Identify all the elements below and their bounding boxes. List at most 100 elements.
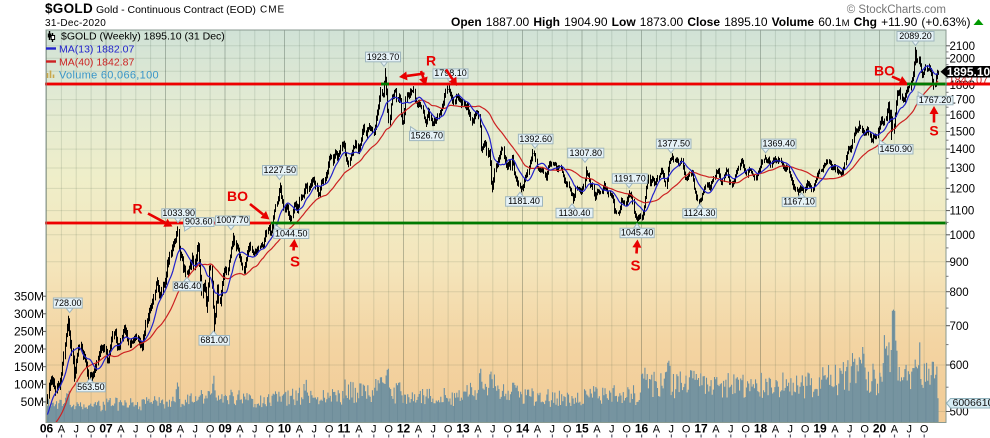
svg-text:31-Dec-2020: 31-Dec-2020 — [45, 18, 106, 29]
svg-text:O: O — [563, 424, 572, 436]
svg-text:17: 17 — [694, 422, 708, 436]
svg-text:R: R — [426, 53, 436, 69]
svg-text:563.50: 563.50 — [77, 382, 105, 392]
svg-text:16: 16 — [635, 422, 649, 436]
svg-text:1300: 1300 — [950, 163, 976, 175]
svg-text:1500: 1500 — [950, 127, 976, 139]
svg-text:O: O — [503, 424, 512, 436]
svg-text:A: A — [653, 424, 661, 436]
svg-text:R: R — [132, 201, 142, 217]
svg-text:1400: 1400 — [950, 144, 976, 156]
svg-text:728.00: 728.00 — [54, 298, 82, 308]
svg-text:1200: 1200 — [950, 184, 976, 196]
svg-text:11: 11 — [338, 422, 351, 436]
svg-text:A: A — [772, 424, 780, 436]
svg-text:13: 13 — [456, 422, 470, 436]
svg-text:1767.20: 1767.20 — [919, 95, 952, 105]
svg-text:14: 14 — [516, 422, 530, 436]
svg-text:1191.70: 1191.70 — [614, 173, 646, 183]
svg-text:Open 1887.00 High 1904.90 Low: Open 1887.00 High 1904.90 Low 1873.00 Cl… — [451, 15, 970, 29]
svg-text:S: S — [929, 123, 938, 139]
svg-text:O: O — [265, 424, 274, 436]
svg-text:A: A — [474, 424, 482, 436]
svg-text:A: A — [58, 424, 66, 436]
svg-text:1124.30: 1124.30 — [684, 208, 716, 218]
svg-text:1033.90: 1033.90 — [162, 208, 195, 218]
svg-text:1600: 1600 — [950, 110, 976, 122]
svg-text:1100: 1100 — [950, 206, 975, 218]
svg-text:BO: BO — [227, 188, 248, 204]
svg-text:60066100: 60066100 — [953, 397, 990, 409]
svg-text:J: J — [73, 424, 79, 436]
svg-text:A: A — [831, 424, 839, 436]
svg-text:O: O — [384, 424, 393, 436]
svg-text:10: 10 — [278, 422, 292, 436]
svg-text:150M: 150M — [14, 360, 44, 374]
svg-text:300M: 300M — [14, 307, 44, 321]
svg-text:1392.60: 1392.60 — [519, 134, 552, 144]
svg-text:846.40: 846.40 — [174, 281, 202, 291]
svg-text:1377.50: 1377.50 — [657, 138, 690, 148]
svg-text:1000: 1000 — [950, 230, 976, 242]
svg-text:J: J — [192, 424, 198, 436]
svg-text:A: A — [296, 424, 304, 436]
svg-text:J: J — [549, 424, 555, 436]
svg-text:1526.70: 1526.70 — [411, 131, 444, 141]
svg-text:Gold - Continuous Contract (EO: Gold - Continuous Contract (EOD) — [96, 4, 256, 16]
svg-text:900: 900 — [950, 257, 969, 269]
svg-text:O: O — [622, 424, 631, 436]
svg-text:350M: 350M — [14, 289, 44, 303]
svg-text:903.60: 903.60 — [185, 217, 213, 227]
svg-text:19: 19 — [813, 422, 827, 436]
svg-text:J: J — [311, 424, 317, 436]
svg-text:1700: 1700 — [950, 95, 976, 107]
svg-text:A: A — [355, 424, 363, 436]
svg-text:1044.50: 1044.50 — [275, 229, 308, 239]
svg-text:A: A — [236, 424, 244, 436]
svg-text:1167.10: 1167.10 — [783, 197, 815, 207]
svg-text:J: J — [906, 424, 912, 436]
svg-text:A: A — [712, 424, 720, 436]
svg-text:200M: 200M — [14, 342, 44, 356]
svg-text:1007.70: 1007.70 — [216, 215, 249, 225]
svg-text:O: O — [741, 424, 750, 436]
svg-text:1307.80: 1307.80 — [570, 148, 603, 158]
svg-text:S: S — [290, 254, 300, 271]
svg-text:BO: BO — [874, 63, 895, 79]
svg-text:O: O — [860, 424, 869, 436]
svg-text:1227.50: 1227.50 — [264, 165, 297, 175]
svg-text:A: A — [177, 424, 185, 436]
svg-text:A: A — [593, 424, 601, 436]
svg-text:250M: 250M — [14, 325, 44, 339]
svg-text:15: 15 — [575, 422, 589, 436]
svg-text:07: 07 — [99, 422, 113, 436]
svg-text:O: O — [206, 424, 215, 436]
svg-text:O: O — [87, 424, 96, 436]
svg-text:O: O — [325, 424, 334, 436]
svg-text:12: 12 — [397, 422, 411, 436]
svg-text:J: J — [668, 424, 674, 436]
svg-text:© StockCharts.com: © StockCharts.com — [847, 4, 946, 16]
svg-text:J: J — [609, 424, 615, 436]
svg-text:J: J — [371, 424, 377, 436]
svg-text:O: O — [920, 424, 929, 436]
svg-text:1181.40: 1181.40 — [508, 196, 540, 206]
svg-text:700: 700 — [950, 321, 969, 333]
svg-text:09: 09 — [218, 422, 232, 436]
svg-text:1923.70: 1923.70 — [367, 52, 400, 62]
svg-text:A: A — [415, 424, 423, 436]
svg-text:600: 600 — [950, 360, 969, 372]
svg-text:O: O — [444, 424, 453, 436]
svg-text:18: 18 — [754, 422, 768, 436]
svg-text:20: 20 — [873, 422, 887, 436]
svg-text:J: J — [787, 424, 793, 436]
svg-text:CME: CME — [260, 5, 285, 16]
svg-text:800: 800 — [950, 287, 969, 299]
svg-text:$GOLD: $GOLD — [45, 1, 93, 16]
svg-text:1895.10: 1895.10 — [947, 65, 990, 79]
svg-text:2100: 2100 — [950, 41, 976, 53]
svg-text:1045.40: 1045.40 — [621, 228, 654, 238]
svg-text:1798.10: 1798.10 — [434, 68, 467, 78]
svg-text:1369.40: 1369.40 — [763, 138, 796, 148]
svg-text:J: J — [728, 424, 734, 436]
